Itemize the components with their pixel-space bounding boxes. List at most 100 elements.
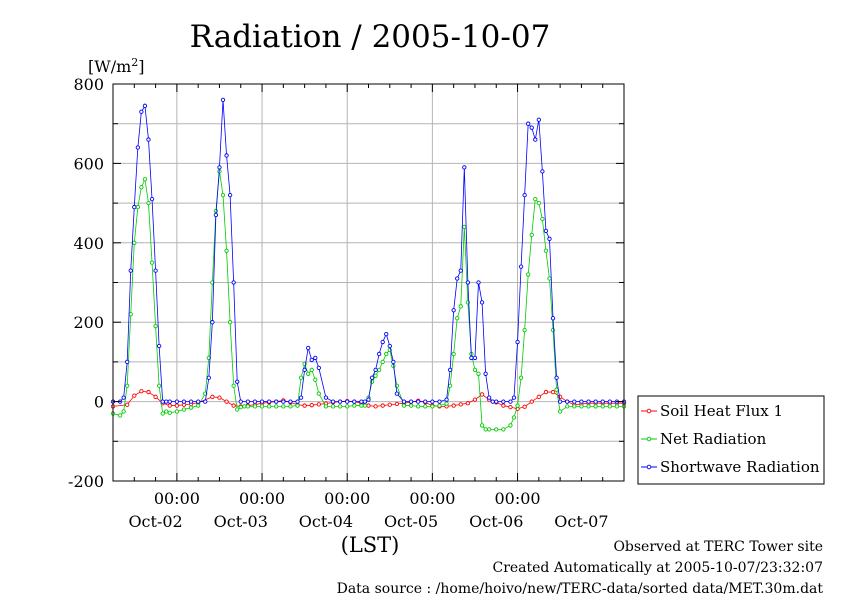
- data-point: [494, 427, 499, 432]
- data-point: [607, 399, 612, 404]
- data-point: [153, 324, 158, 329]
- data-point: [536, 200, 541, 206]
- data-point: [462, 165, 467, 170]
- y-tick-label: 600: [73, 154, 104, 173]
- x-axis-label: (LST): [341, 533, 400, 557]
- data-point: [526, 272, 531, 277]
- data-point: [550, 316, 556, 321]
- data-point: [536, 394, 541, 399]
- data-point: [508, 423, 513, 428]
- data-point: [518, 264, 524, 269]
- data-point: [139, 109, 144, 114]
- data-point: [206, 375, 211, 380]
- data-point: [508, 405, 513, 410]
- data-point: [487, 427, 492, 432]
- data-point: [490, 399, 495, 404]
- data-point: [149, 260, 155, 265]
- data-point: [533, 196, 538, 202]
- data-point: [483, 371, 488, 376]
- data-point: [245, 399, 250, 404]
- data-point: [242, 404, 247, 409]
- legend-label: Net Radiation: [660, 430, 767, 448]
- data-point: [526, 121, 531, 126]
- data-point: [224, 153, 229, 158]
- data-point: [376, 351, 382, 357]
- data-point: [472, 397, 478, 402]
- data-point: [458, 304, 463, 309]
- series-1: [110, 169, 627, 432]
- data-point: [259, 399, 265, 404]
- data-point: [479, 300, 485, 305]
- data-point: [252, 399, 258, 404]
- legend-marker: [646, 408, 652, 414]
- data-point: [213, 212, 219, 218]
- data-point: [508, 399, 513, 404]
- data-point: [313, 355, 318, 361]
- legend-label: Shortwave Radiation: [660, 458, 820, 476]
- data-point: [451, 351, 456, 357]
- data-point: [458, 402, 463, 407]
- data-point: [515, 403, 520, 408]
- data-point: [295, 399, 300, 404]
- data-point: [557, 409, 563, 414]
- data-point: [196, 399, 201, 404]
- data-point: [401, 399, 407, 404]
- data-point: [231, 383, 236, 388]
- data-point: [323, 404, 329, 409]
- data-point: [529, 125, 534, 130]
- data-point: [501, 403, 506, 408]
- data-point: [600, 399, 605, 404]
- data-point: [469, 355, 474, 361]
- data-point: [274, 399, 279, 404]
- data-point: [437, 399, 442, 404]
- data-point: [337, 404, 343, 409]
- data-point: [330, 404, 336, 409]
- x-day-label: Oct-06: [469, 512, 523, 531]
- data-point: [554, 375, 559, 380]
- data-point: [238, 405, 243, 410]
- data-point: [593, 404, 598, 409]
- data-point: [330, 399, 336, 404]
- x-tick-time-label: 00:00: [409, 489, 455, 508]
- data-point: [373, 367, 378, 372]
- grid-lines: [113, 83, 624, 482]
- y-tick-label: 200: [73, 313, 104, 332]
- data-point: [522, 193, 527, 198]
- data-point: [423, 404, 428, 409]
- data-point: [515, 339, 520, 345]
- data-point: [135, 204, 140, 210]
- data-point: [579, 404, 584, 409]
- data-point: [181, 399, 187, 404]
- data-point: [557, 399, 563, 404]
- data-point: [593, 399, 598, 404]
- data-point: [309, 403, 314, 408]
- data-point: [181, 407, 187, 412]
- data-point: [132, 393, 137, 398]
- data-point: [518, 375, 524, 380]
- data-point: [614, 404, 620, 409]
- data-point: [444, 397, 449, 402]
- data-point: [146, 389, 151, 395]
- data-point: [380, 359, 385, 365]
- data-point: [447, 383, 453, 388]
- y-axis-unit: [W/m2]: [88, 56, 145, 76]
- data-point: [128, 268, 133, 273]
- data-point: [174, 399, 180, 404]
- data-point: [455, 276, 460, 281]
- y-axis-ticks: -200 0 200 400 600 800: [68, 75, 624, 491]
- x-tick-time-label: 00:00: [324, 489, 370, 508]
- data-point: [132, 240, 137, 245]
- data-point: [401, 403, 407, 408]
- data-point: [430, 404, 435, 409]
- data-point: [167, 403, 172, 408]
- data-point: [408, 403, 414, 408]
- data-point: [164, 409, 169, 414]
- data-point: [479, 392, 485, 397]
- data-point: [352, 399, 357, 404]
- data-point: [472, 355, 478, 361]
- data-point: [554, 387, 559, 392]
- data-point: [511, 415, 517, 420]
- data-point: [476, 371, 481, 376]
- data-point: [501, 399, 506, 404]
- data-point: [547, 236, 552, 241]
